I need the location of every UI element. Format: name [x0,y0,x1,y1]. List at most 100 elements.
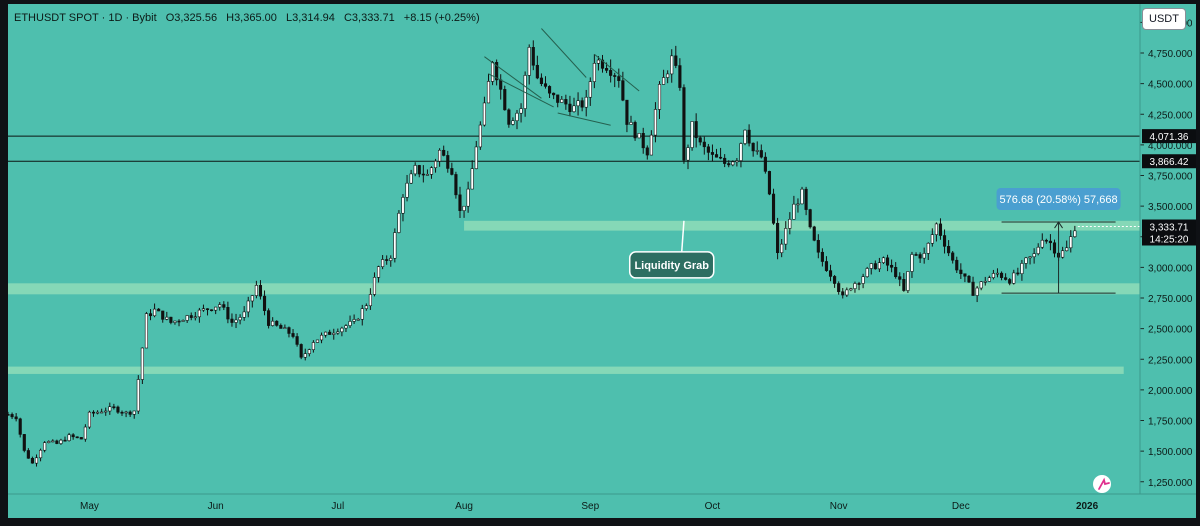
candle[interactable] [613,72,617,88]
candle[interactable] [776,217,780,260]
candle[interactable] [735,158,739,167]
candle[interactable] [682,84,686,164]
candle[interactable] [303,348,307,361]
candle[interactable] [576,92,580,116]
candle[interactable] [344,324,348,332]
candle[interactable] [218,302,222,311]
candle[interactable] [96,410,100,415]
candle[interactable] [885,254,890,272]
candle[interactable] [991,269,995,280]
candle[interactable] [299,343,303,360]
candle[interactable] [930,228,934,247]
annotation-box[interactable] [628,251,715,279]
candle[interactable] [348,315,352,328]
candle[interactable] [841,288,845,299]
candle[interactable] [205,308,210,316]
candle[interactable] [674,45,678,69]
candle[interactable] [47,440,51,444]
candle[interactable] [104,407,108,416]
candle[interactable] [197,307,201,323]
candle[interactable] [633,120,637,141]
candle[interactable] [397,210,401,234]
candle[interactable] [621,71,625,102]
candle[interactable] [600,54,605,73]
candle[interactable] [588,77,592,106]
candle[interactable] [845,287,849,298]
candle[interactable] [926,242,930,260]
candle[interactable] [238,314,242,325]
candle[interactable] [662,69,666,85]
candle[interactable] [914,252,918,256]
candle[interactable] [670,49,674,83]
candle[interactable] [865,266,869,278]
candle[interactable] [535,55,539,80]
candle[interactable] [22,434,26,453]
candle[interactable] [759,144,763,159]
candle[interactable] [1032,248,1036,264]
candle[interactable] [979,281,983,291]
candle[interactable] [250,295,254,308]
candle[interactable] [1048,234,1052,251]
candle[interactable] [34,454,39,467]
candle[interactable] [242,306,246,321]
candle[interactable] [800,186,804,205]
candle[interactable] [527,44,531,85]
plot-area[interactable] [8,4,1140,494]
candle[interactable] [560,95,564,103]
candle[interactable] [898,272,902,287]
candle[interactable] [1016,267,1020,276]
candle[interactable] [747,124,751,147]
candle[interactable] [951,250,955,264]
candle[interactable] [1012,269,1016,285]
candle[interactable] [511,117,515,126]
candle[interactable] [861,273,865,289]
tradingview-logo-icon[interactable] [1093,475,1111,493]
candle[interactable] [482,96,486,127]
candle[interactable] [140,347,144,385]
candle[interactable] [1024,256,1028,269]
support-resistance-zone[interactable] [8,283,1140,295]
candle[interactable] [10,412,14,420]
candle[interactable] [315,339,320,343]
candle[interactable] [470,160,474,190]
support-resistance-zone[interactable] [464,220,1140,231]
candle[interactable] [446,150,450,173]
candle[interactable] [425,169,429,176]
candle[interactable] [352,314,356,324]
candle[interactable] [649,130,653,156]
candle[interactable] [372,272,377,297]
candle[interactable] [710,144,715,162]
candle[interactable] [120,410,124,416]
candle[interactable] [214,306,218,315]
candle[interactable] [678,58,682,91]
candle[interactable] [173,320,177,325]
candle[interactable] [462,205,466,218]
candle[interactable] [963,273,967,283]
candle[interactable] [421,165,425,183]
candle[interactable] [995,268,1000,278]
candle[interactable] [230,313,234,327]
candle[interactable] [902,273,906,292]
candle[interactable] [14,413,18,422]
candle[interactable] [438,148,442,167]
candle[interactable] [385,255,389,265]
candle[interactable] [429,166,434,179]
candle[interactable] [364,303,368,311]
candle[interactable] [454,171,458,199]
candle[interactable] [108,402,112,415]
candle[interactable] [189,312,193,321]
candle[interactable] [955,256,959,274]
candle[interactable] [486,73,491,104]
candle[interactable] [938,218,943,240]
candle[interactable] [881,256,886,265]
candle[interactable] [568,95,572,117]
candle[interactable] [531,40,535,71]
trend-line[interactable] [484,56,542,99]
candle[interactable] [63,436,67,442]
candle[interactable] [6,411,10,416]
trend-line[interactable] [488,73,554,108]
candle[interactable] [328,329,332,335]
candle[interactable] [698,135,702,146]
candle[interactable] [75,436,79,439]
candle[interactable] [324,331,328,338]
